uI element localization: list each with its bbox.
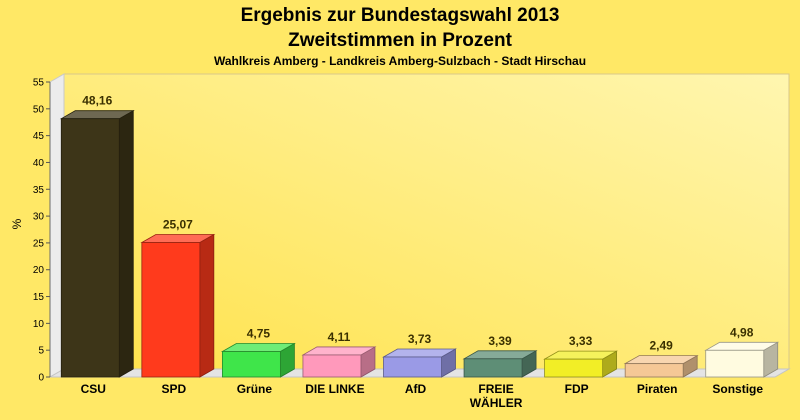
bar-8 — [704, 341, 780, 378]
chart-title-line1: Ergebnis zur Bundestagswahl 2013 — [241, 5, 560, 26]
bar-4 — [381, 348, 458, 378]
bar-front — [463, 358, 523, 378]
category-label: SPD — [161, 382, 186, 396]
category-label: DIE LINKE — [305, 382, 364, 396]
category-label: Sonstige — [712, 382, 763, 396]
bar-front — [302, 354, 362, 378]
category-label: FDP — [565, 382, 589, 396]
chart-title-line2: Zweitstimmen in Prozent — [288, 30, 512, 51]
bar-2 — [220, 342, 296, 378]
category-label: Piraten — [637, 382, 678, 396]
bar-value-label: 48,16 — [82, 94, 112, 108]
bar-front — [383, 356, 442, 378]
category-label: FREIE — [478, 382, 513, 396]
bar-1 — [140, 233, 216, 378]
y-tick-label: 50 — [33, 104, 45, 115]
bar-value-label: 4,11 — [328, 330, 351, 344]
category-label: CSU — [81, 382, 106, 396]
bar-front — [624, 363, 684, 378]
bar-side — [118, 109, 134, 378]
bar-front — [705, 349, 765, 378]
bar-front — [544, 358, 604, 378]
bar-5 — [462, 350, 538, 378]
category-label: AfD — [405, 382, 427, 396]
category-label: Grüne — [237, 382, 273, 396]
y-axis-label: % — [10, 218, 24, 229]
y-tick-label: 0 — [38, 373, 44, 384]
bar-front — [221, 351, 281, 378]
bar-value-label: 3,73 — [408, 332, 432, 346]
bar-side — [199, 233, 215, 378]
y-tick-label: 40 — [33, 158, 45, 169]
bar-3 — [301, 346, 377, 378]
bar-0 — [59, 109, 135, 378]
bar-front — [141, 242, 201, 378]
bar-value-label: 2,49 — [649, 339, 673, 353]
bar-value-label: 25,07 — [163, 218, 193, 232]
plot-area: 0 5 10 15 20 25 30 35 40 45 50 55 48,16 CSU 25,07 SPD 4,… — [33, 73, 791, 410]
y-tick-label: 5 — [38, 346, 44, 357]
y-tick-label: 30 — [33, 212, 45, 223]
y-tick-label: 20 — [33, 265, 45, 276]
bar-value-label: 4,98 — [730, 325, 754, 339]
bar-value-label: 4,75 — [247, 327, 271, 341]
bar-value-label: 3,39 — [488, 334, 512, 348]
chart-subtitle: Wahlkreis Amberg - Landkreis Amberg-Sulz… — [214, 54, 586, 68]
y-tick-label: 10 — [33, 319, 45, 330]
y-tick-label: 55 — [33, 78, 45, 89]
bar-front — [60, 118, 120, 378]
bar-7 — [623, 354, 699, 378]
bar-6 — [543, 350, 619, 378]
y-tick-label: 45 — [33, 131, 45, 142]
y-tick-label: 15 — [33, 292, 45, 303]
y-tick-label: 25 — [33, 238, 45, 249]
y-tick-label: 35 — [33, 185, 45, 196]
bar-value-label: 3,33 — [569, 334, 593, 348]
category-label: WÄHLER — [470, 395, 523, 410]
